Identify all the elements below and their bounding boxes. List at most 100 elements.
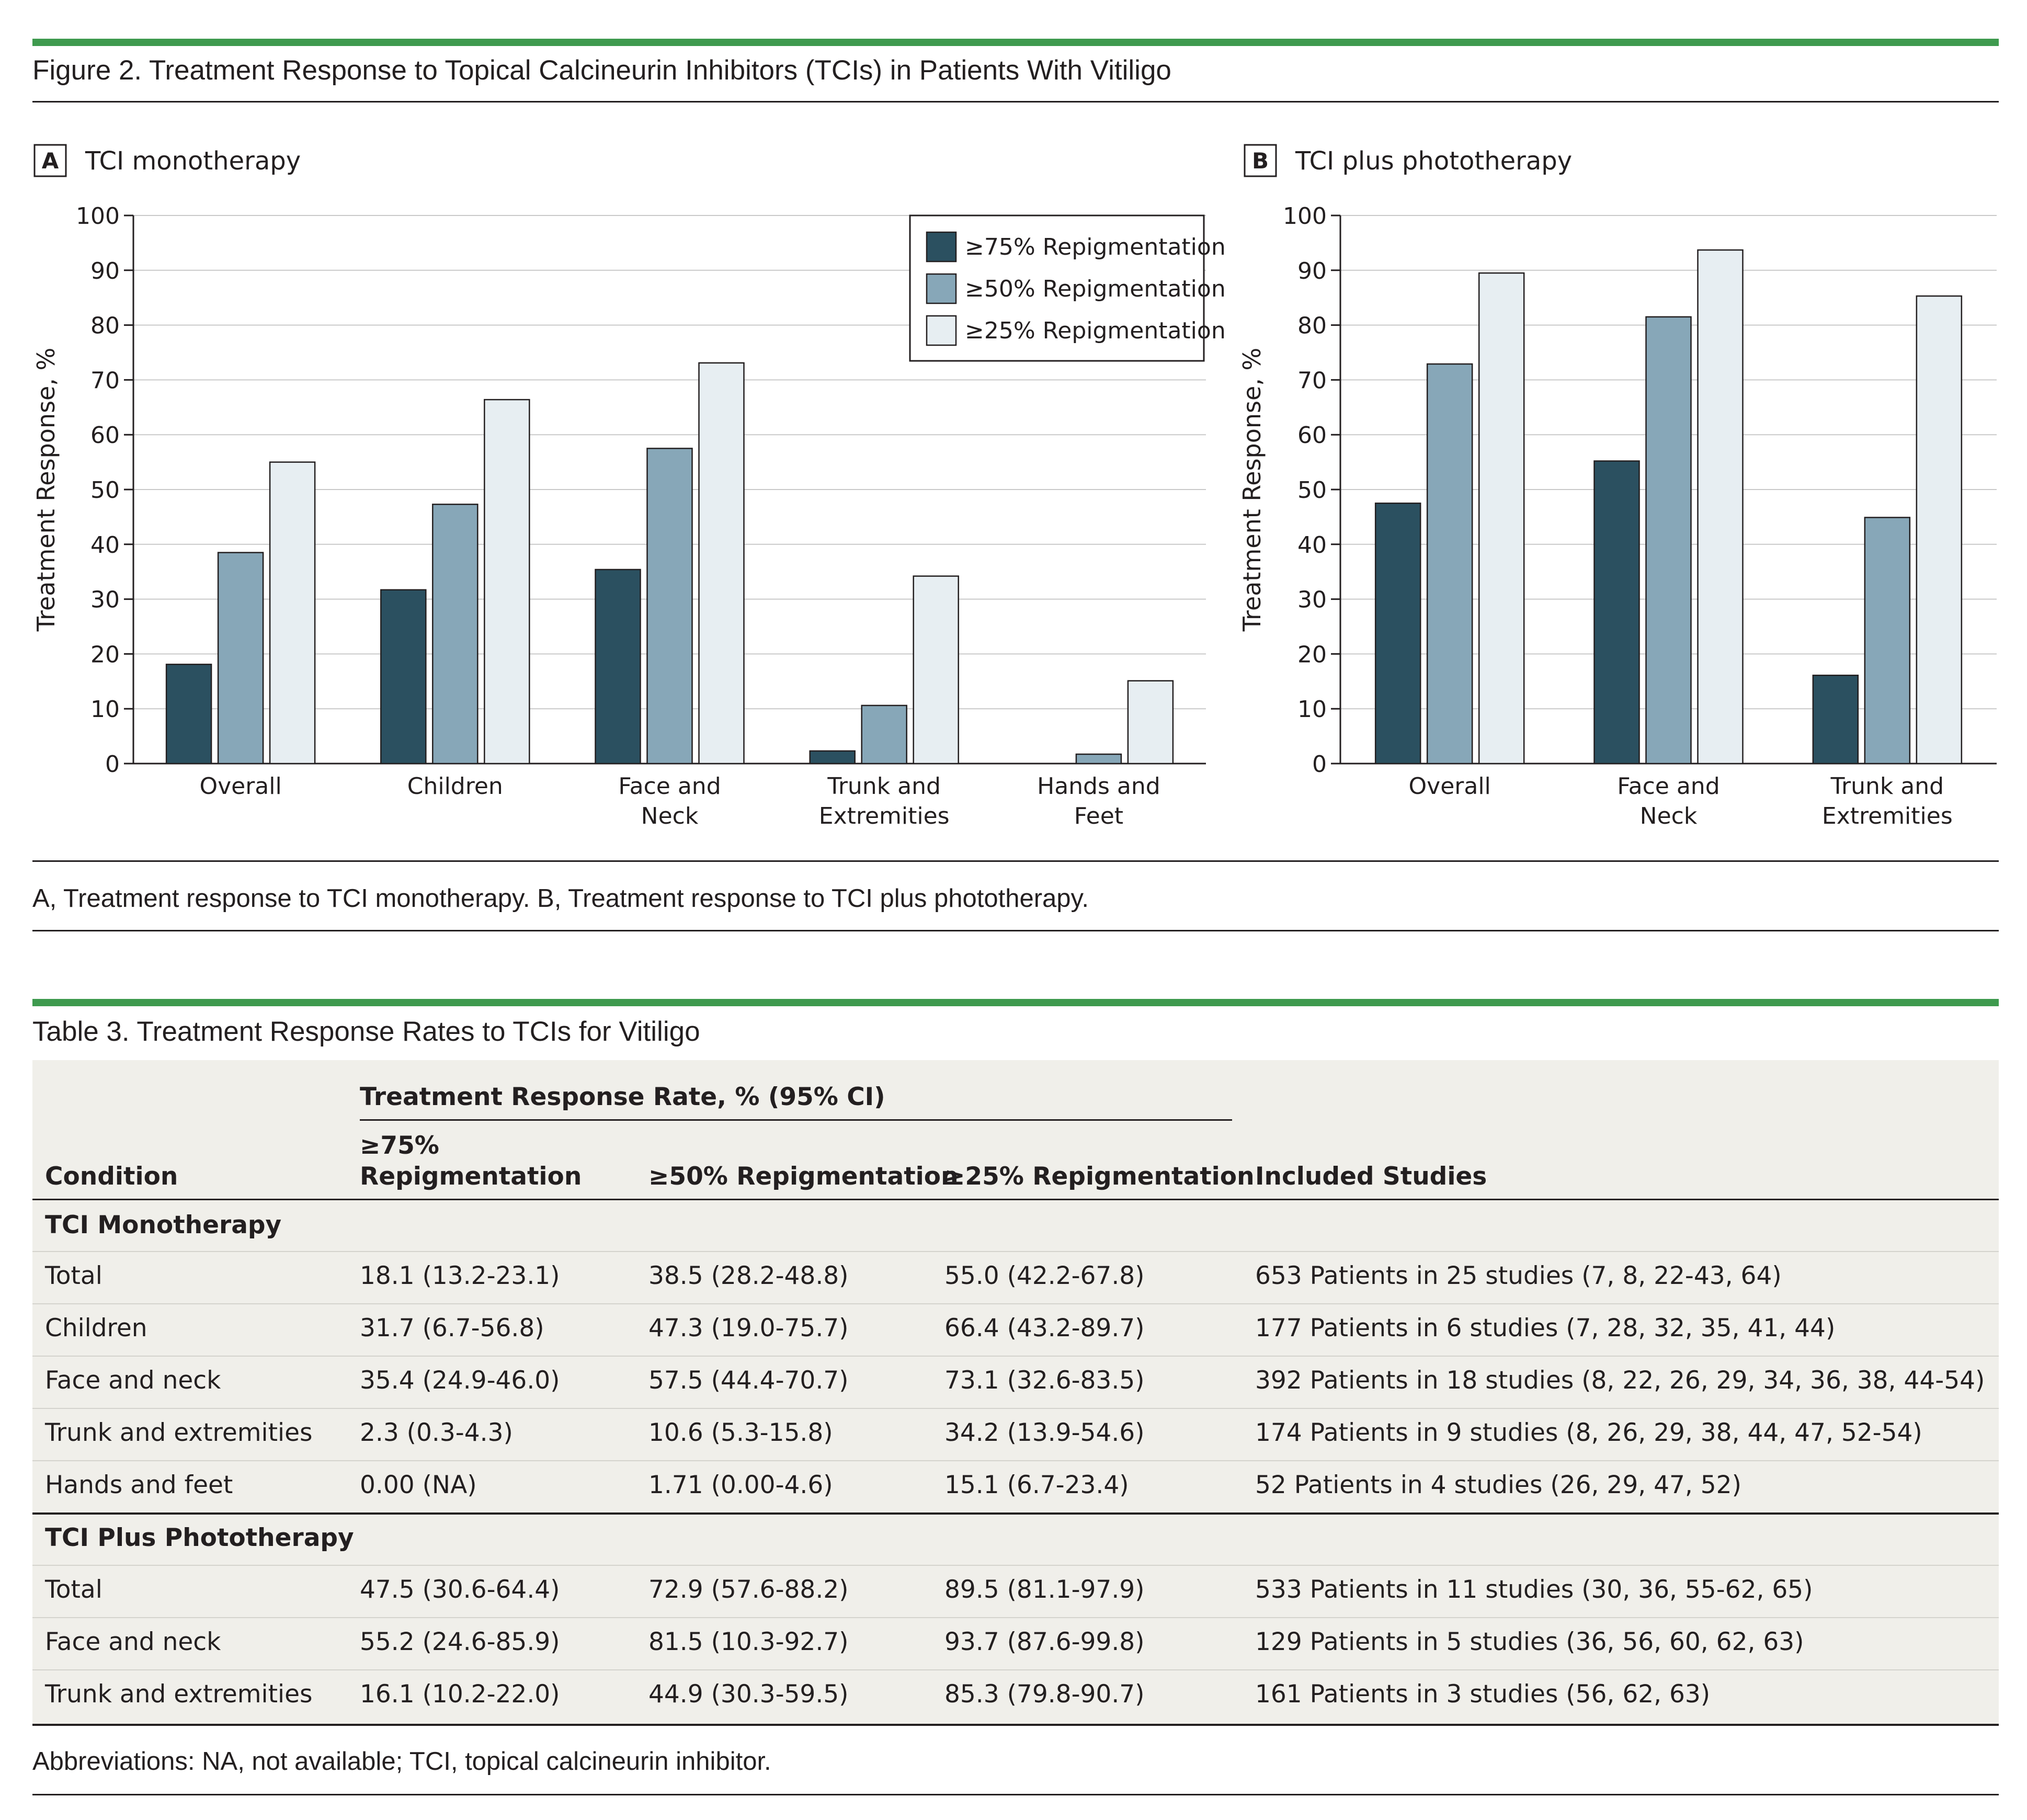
table-top-rule xyxy=(32,999,1999,1006)
row-divider xyxy=(32,1408,1999,1409)
bar xyxy=(698,362,745,765)
legend-label: ≥25% Repigmentation xyxy=(965,317,1226,344)
row-divider xyxy=(32,1565,1999,1566)
cell-r50: 38.5 (28.2-48.8) xyxy=(648,1261,849,1290)
legend-swatch xyxy=(926,273,957,304)
cell-studies: 161 Patients in 3 studies (56, 62, 63) xyxy=(1255,1680,1711,1709)
legend-swatch xyxy=(926,231,957,263)
figure-charts: A TCI monotherapy0102030405060708090100Tr… xyxy=(32,144,1997,829)
bar xyxy=(1916,295,1963,765)
panel-letter: B xyxy=(1252,148,1269,174)
section-rule xyxy=(32,1512,1999,1515)
cell-r75: 35.4 (24.9-46.0) xyxy=(360,1366,560,1395)
y-tick-label: 90 xyxy=(1297,258,1327,285)
figure-top-rule xyxy=(32,39,1999,46)
x-tick-label: Feet xyxy=(1074,803,1123,829)
y-tick-label: 50 xyxy=(90,477,120,504)
cell-r50: 44.9 (30.3-59.5) xyxy=(648,1680,849,1709)
group-header-rule xyxy=(360,1119,1232,1121)
cell-studies: 653 Patients in 25 studies (7, 8, 22-43,… xyxy=(1255,1261,1782,1290)
y-tick-label: 20 xyxy=(1297,641,1327,668)
cell-r25: 15.1 (6.7-23.4) xyxy=(944,1471,1129,1499)
figure-caption-rule xyxy=(32,930,1999,931)
cell-condition: Total xyxy=(45,1575,103,1604)
table-footnote-rule xyxy=(32,1794,1999,1795)
y-tick-label: 0 xyxy=(1312,751,1327,778)
y-axis-label: Treatment Response, % xyxy=(32,348,60,632)
panel-title: TCI monotherapy xyxy=(85,146,301,176)
cell-r25: 89.5 (81.1-97.9) xyxy=(944,1575,1145,1604)
cell-condition: Face and neck xyxy=(45,1366,221,1395)
chart-panel-a: A TCI monotherapy 0 10 20 30 40 50 60 70 80 90 100 Tr… xyxy=(32,144,1226,829)
x-tick-label: Children xyxy=(407,773,503,800)
cell-r75: 31.7 (6.7-56.8) xyxy=(360,1314,544,1343)
bar xyxy=(646,448,693,765)
bar xyxy=(484,399,530,765)
bar xyxy=(1593,460,1640,765)
y-tick-label: 30 xyxy=(1297,587,1327,613)
cell-studies: 177 Patients in 6 studies (7, 28, 32, 35… xyxy=(1255,1314,1836,1343)
cell-studies: 533 Patients in 11 studies (30, 36, 55-6… xyxy=(1255,1575,1813,1604)
bar xyxy=(861,704,907,765)
figure-title: Figure 2. Treatment Response to Topical … xyxy=(32,55,1171,86)
cell-condition: Children xyxy=(45,1314,147,1343)
table-body xyxy=(32,1060,1999,1725)
x-tick-label: Trunk and xyxy=(1830,773,1944,800)
legend-swatch xyxy=(926,315,957,346)
table-title: Table 3. Treatment Response Rates to TCI… xyxy=(32,1016,700,1047)
y-tick-label: 80 xyxy=(1297,313,1327,339)
bar xyxy=(1075,753,1122,765)
panel-badge xyxy=(1244,144,1277,177)
panel-letter: A xyxy=(42,148,59,174)
y-axis-label: Treatment Response, % xyxy=(1238,348,1266,632)
header-r25: ≥25% Repigmentation xyxy=(944,1162,1255,1191)
y-tick-label: 40 xyxy=(1297,532,1327,559)
cell-condition: Face and neck xyxy=(45,1628,221,1656)
x-tick-label: Face and xyxy=(1617,773,1719,800)
y-tick-label: 30 xyxy=(90,587,120,613)
section-heading: TCI Monotherapy xyxy=(45,1211,282,1239)
bar xyxy=(432,504,479,765)
row-divider xyxy=(32,1617,1999,1618)
group-header: Treatment Response Rate, % (95% CI) xyxy=(360,1083,885,1111)
chart-panel-b: B TCI plus phototherapy 0 10 20 30 40 50 60 70 80 9… xyxy=(1238,144,1997,829)
bar xyxy=(380,589,427,765)
y-tick-label: 90 xyxy=(90,258,120,285)
cell-studies: 52 Patients in 4 studies (26, 29, 47, 52… xyxy=(1255,1471,1741,1499)
cell-r50: 1.71 (0.00-4.6) xyxy=(648,1471,833,1499)
bar xyxy=(165,664,212,765)
cell-condition: Hands and feet xyxy=(45,1471,233,1499)
bar xyxy=(269,461,316,765)
cell-studies: 129 Patients in 5 studies (36, 56, 60, 6… xyxy=(1255,1628,1804,1656)
header-condition: Condition xyxy=(45,1162,178,1191)
y-tick-label: 20 xyxy=(90,641,120,668)
cell-r25: 93.7 (87.6-99.8) xyxy=(944,1628,1145,1656)
cell-studies: 392 Patients in 18 studies (8, 22, 26, 2… xyxy=(1255,1366,1985,1395)
cell-r75: 55.2 (24.6-85.9) xyxy=(360,1628,560,1656)
cell-r25: 34.2 (13.9-54.6) xyxy=(944,1418,1145,1447)
cell-r25: 55.0 (42.2-67.8) xyxy=(944,1261,1145,1290)
y-tick-label: 10 xyxy=(1297,696,1327,723)
cell-r50: 47.3 (19.0-75.7) xyxy=(648,1314,849,1343)
header-r75-line2: Repigmentation xyxy=(360,1162,582,1191)
header-r50: ≥50% Repigmentation xyxy=(648,1162,959,1191)
bar xyxy=(1645,316,1692,765)
cell-r75: 0.00 (NA) xyxy=(360,1471,477,1499)
cell-r75: 2.3 (0.3-4.3) xyxy=(360,1418,513,1447)
x-tick-label: Overall xyxy=(1409,773,1491,800)
cell-condition: Trunk and extremities xyxy=(45,1418,313,1447)
table-footnote: Abbreviations: NA, not available; TCI, t… xyxy=(32,1747,771,1776)
header-r75-line1: ≥75% xyxy=(360,1131,439,1160)
bar xyxy=(1697,249,1744,765)
cell-r50: 57.5 (44.4-70.7) xyxy=(648,1366,849,1395)
cell-r25: 66.4 (43.2-89.7) xyxy=(944,1314,1145,1343)
header-studies: Included Studies xyxy=(1255,1162,1487,1191)
y-tick-label: 80 xyxy=(90,313,120,339)
figure-caption: A, Treatment response to TCI monotherapy… xyxy=(32,884,1089,913)
header-rule xyxy=(32,1199,1999,1200)
y-tick-label: 70 xyxy=(90,367,120,394)
row-divider xyxy=(32,1669,1999,1670)
bar xyxy=(1478,272,1525,765)
cell-r50: 81.5 (10.3-92.7) xyxy=(648,1628,849,1656)
cell-condition: Total xyxy=(45,1261,103,1290)
